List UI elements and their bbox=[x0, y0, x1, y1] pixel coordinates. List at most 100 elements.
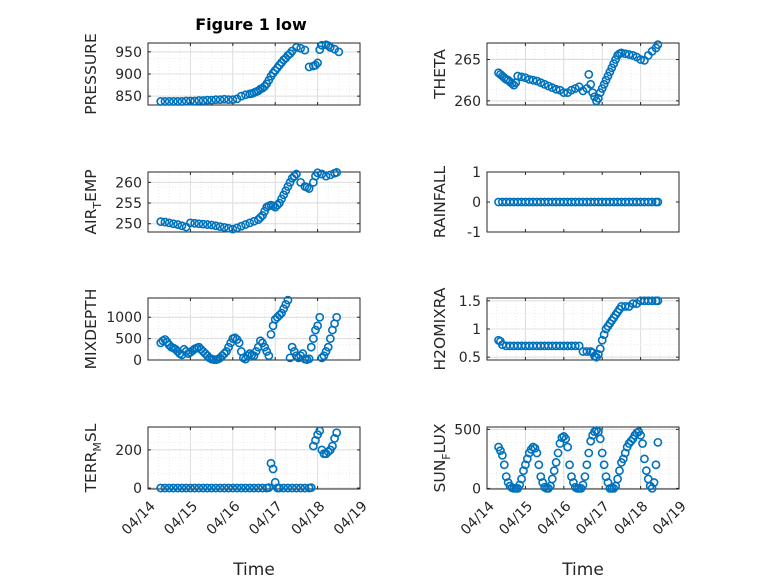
data-point bbox=[236, 91, 246, 101]
subplot-4: -1 0 1 RAINFALL bbox=[431, 165, 680, 241]
data-point bbox=[553, 448, 563, 458]
data-point bbox=[279, 483, 289, 493]
data-point bbox=[300, 483, 310, 493]
x-tick-label: 04/15 bbox=[496, 498, 536, 538]
data-point bbox=[181, 222, 191, 232]
data-point bbox=[219, 223, 229, 232]
y-axis-label: THETA bbox=[431, 49, 449, 100]
data-point bbox=[202, 483, 212, 493]
figure-title: Figure 1 low bbox=[195, 15, 307, 34]
data-point bbox=[626, 436, 636, 446]
data-point bbox=[599, 79, 609, 89]
data-point bbox=[255, 336, 265, 346]
data-point bbox=[207, 95, 216, 105]
data-point bbox=[253, 483, 263, 493]
data-point bbox=[547, 474, 557, 484]
data-point bbox=[156, 97, 166, 106]
data-point bbox=[565, 460, 574, 470]
data-point bbox=[289, 347, 299, 356]
data-point bbox=[323, 447, 333, 457]
subplot-1: 850 900 950 PRESSURE bbox=[82, 33, 361, 115]
data-point bbox=[317, 40, 327, 50]
y-axis-label: TERRMSL bbox=[82, 423, 104, 493]
data-point bbox=[251, 347, 261, 356]
y-tick-label: 260 bbox=[115, 175, 142, 191]
data-point bbox=[595, 88, 605, 97]
data-point bbox=[224, 223, 233, 233]
data-point bbox=[215, 95, 225, 105]
data-point bbox=[207, 483, 216, 493]
data-point bbox=[582, 460, 592, 470]
data-point bbox=[243, 351, 253, 361]
data-point bbox=[551, 458, 561, 467]
data-point bbox=[528, 75, 538, 85]
data-point bbox=[534, 460, 544, 470]
data-point bbox=[181, 483, 191, 493]
y-tick-label: 0 bbox=[133, 481, 142, 497]
data-point bbox=[628, 299, 638, 309]
y-axis-label: RAINFALL bbox=[431, 165, 449, 238]
data-point bbox=[582, 347, 592, 356]
data-point bbox=[304, 354, 314, 364]
data-point bbox=[306, 342, 316, 352]
y-tick-label: 500 bbox=[454, 422, 481, 438]
data-point bbox=[315, 426, 325, 436]
y-tick-label: 500 bbox=[115, 332, 142, 348]
data-point bbox=[332, 428, 342, 438]
axes-box bbox=[147, 171, 361, 233]
data-point bbox=[563, 442, 573, 452]
data-point bbox=[279, 304, 289, 314]
x-tick-label: 04/18 bbox=[611, 498, 651, 538]
data-point bbox=[190, 218, 200, 228]
data-point bbox=[311, 325, 320, 335]
data-point bbox=[544, 484, 553, 493]
y-axis-label: MIXDEPTH bbox=[82, 289, 100, 370]
data-point bbox=[160, 483, 170, 493]
data-point bbox=[245, 483, 255, 493]
data-point bbox=[228, 95, 238, 105]
data-point bbox=[513, 71, 523, 81]
data-point bbox=[497, 450, 507, 460]
data-point bbox=[597, 448, 607, 458]
data-point bbox=[249, 216, 259, 226]
y-tick-label: 0.5 bbox=[459, 350, 481, 366]
data-point bbox=[211, 95, 221, 105]
data-point bbox=[306, 483, 316, 493]
y-tick-label: 1000 bbox=[106, 310, 142, 326]
data-point bbox=[236, 483, 246, 493]
data-point bbox=[249, 483, 259, 493]
data-point bbox=[249, 351, 259, 361]
data-point bbox=[164, 97, 174, 106]
data-point bbox=[230, 333, 240, 343]
x-axis-label: Time bbox=[232, 560, 275, 580]
data-point bbox=[620, 302, 630, 311]
data-point bbox=[300, 45, 310, 55]
data-point bbox=[313, 58, 322, 68]
data-point bbox=[287, 483, 297, 493]
data-point bbox=[653, 296, 663, 306]
data-point bbox=[595, 434, 605, 444]
data-point bbox=[620, 49, 630, 59]
data-point bbox=[289, 171, 299, 181]
data-point bbox=[499, 460, 509, 470]
y-tick-label: 200 bbox=[115, 443, 142, 459]
data-point bbox=[315, 312, 325, 322]
data-point bbox=[202, 220, 212, 229]
data-point bbox=[241, 483, 250, 493]
data-point bbox=[607, 63, 617, 73]
data-point bbox=[228, 224, 238, 234]
data-point bbox=[325, 43, 335, 52]
data-point bbox=[617, 48, 626, 58]
data-point bbox=[258, 338, 267, 348]
data-point bbox=[323, 342, 333, 352]
data-point bbox=[321, 171, 331, 181]
data-point bbox=[207, 220, 216, 230]
data-point bbox=[224, 483, 233, 493]
y-tick-label: 250 bbox=[115, 217, 142, 233]
data-point bbox=[219, 94, 229, 104]
data-point bbox=[169, 97, 178, 106]
data-point bbox=[580, 472, 590, 481]
data-point bbox=[275, 483, 284, 493]
data-point bbox=[181, 96, 191, 106]
x-tick-label: 04/19 bbox=[650, 498, 690, 538]
